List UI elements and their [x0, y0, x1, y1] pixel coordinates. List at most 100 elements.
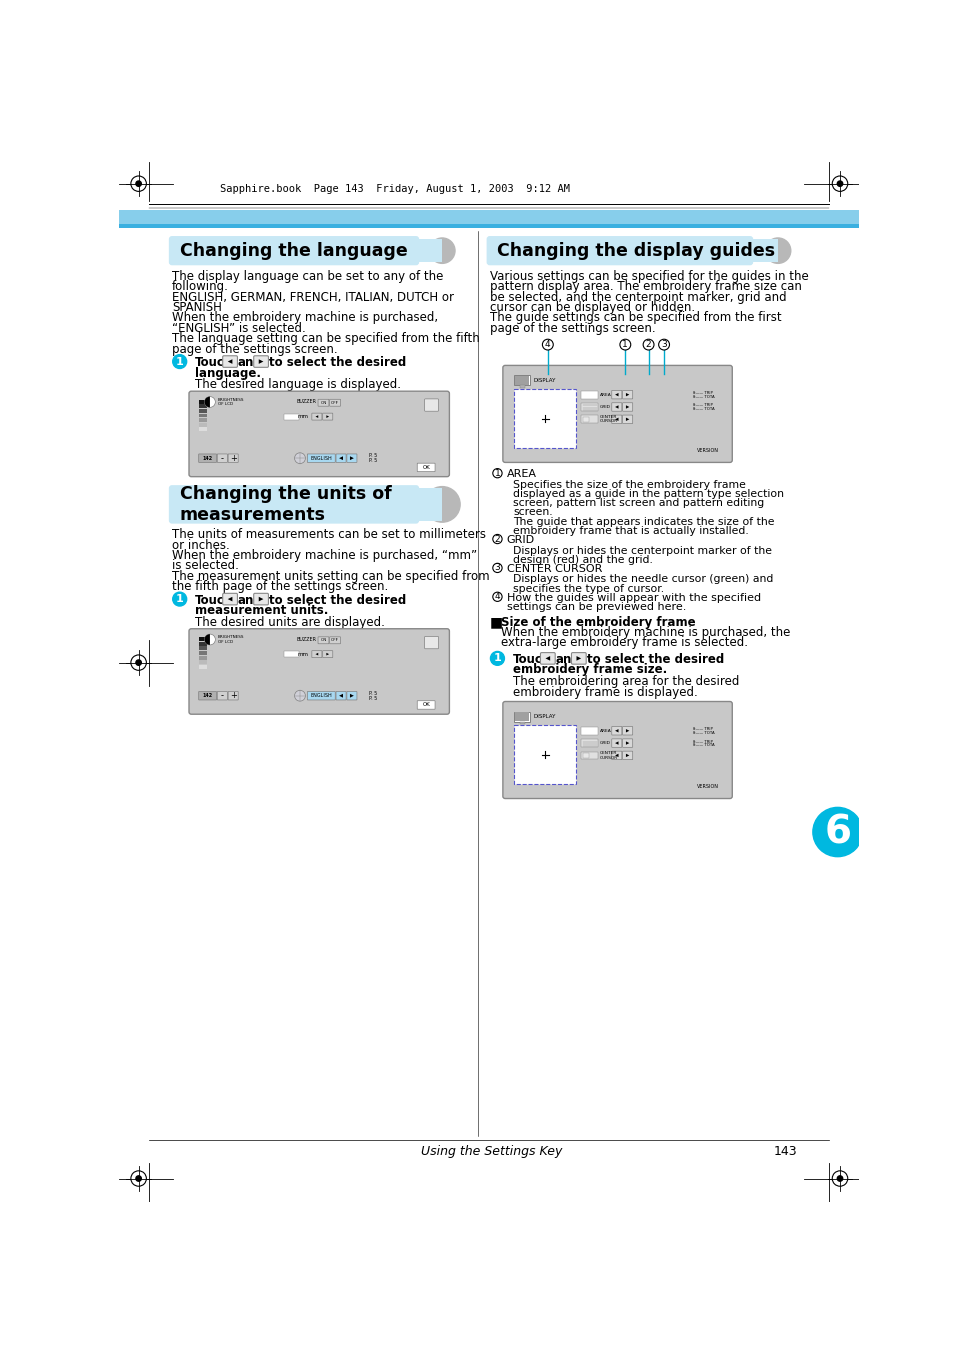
FancyBboxPatch shape — [312, 651, 321, 658]
FancyBboxPatch shape — [335, 454, 346, 462]
Circle shape — [131, 176, 146, 192]
Polygon shape — [350, 457, 354, 461]
Text: ON: ON — [320, 638, 326, 642]
FancyBboxPatch shape — [347, 454, 356, 462]
FancyBboxPatch shape — [198, 454, 216, 462]
FancyBboxPatch shape — [330, 400, 340, 407]
Polygon shape — [615, 730, 618, 732]
Text: DISPLAY: DISPLAY — [533, 715, 555, 719]
Bar — [199, 423, 207, 427]
Text: CENTER
CURSOR: CENTER CURSOR — [599, 415, 618, 423]
Text: 3: 3 — [660, 340, 666, 349]
Text: ■: ■ — [489, 616, 502, 630]
Bar — [582, 417, 588, 422]
Bar — [580, 403, 598, 411]
FancyBboxPatch shape — [189, 628, 449, 715]
Polygon shape — [545, 657, 550, 661]
Circle shape — [135, 181, 141, 186]
Bar — [515, 712, 529, 720]
Text: BUZZER: BUZZER — [296, 638, 316, 642]
Text: 143: 143 — [773, 1146, 797, 1158]
Text: to select the desired: to select the desired — [269, 357, 406, 369]
Circle shape — [831, 1171, 847, 1186]
FancyBboxPatch shape — [307, 692, 335, 700]
FancyBboxPatch shape — [312, 413, 321, 420]
Bar — [119, 209, 858, 224]
FancyBboxPatch shape — [611, 751, 621, 759]
Text: settings can be previewed here.: settings can be previewed here. — [506, 603, 685, 612]
Bar — [398, 239, 442, 262]
Circle shape — [135, 1175, 141, 1181]
Text: 142: 142 — [202, 455, 213, 461]
Text: Using the Settings Key: Using the Settings Key — [420, 1146, 561, 1158]
Text: Displays or hides the needle cursor (green) and: Displays or hides the needle cursor (gre… — [513, 574, 773, 585]
Polygon shape — [625, 393, 629, 396]
Bar — [199, 638, 207, 642]
Text: CENTER
CURSOR: CENTER CURSOR — [599, 751, 618, 759]
Text: δ—— TRIP: δ—— TRIP — [692, 392, 712, 394]
Text: screen.: screen. — [513, 508, 552, 517]
Text: pattern display area. The embroidery frame size can: pattern display area. The embroidery fra… — [489, 280, 801, 293]
Text: the fifth page of the settings screen.: the fifth page of the settings screen. — [172, 580, 388, 593]
Text: following.: following. — [172, 280, 229, 293]
Text: δ—— TRIP: δ—— TRIP — [692, 727, 712, 731]
Polygon shape — [258, 597, 263, 601]
Bar — [199, 400, 207, 404]
Text: When the embroidery machine is purchased, “mm”: When the embroidery machine is purchased… — [172, 549, 476, 562]
Circle shape — [837, 1175, 841, 1181]
Text: language.: language. — [195, 366, 261, 380]
Text: 1: 1 — [175, 357, 183, 366]
Text: VERSION: VERSION — [697, 784, 719, 789]
Text: design (red) and the grid.: design (red) and the grid. — [513, 555, 652, 565]
Bar — [514, 712, 530, 721]
Text: or inches.: or inches. — [172, 539, 230, 551]
FancyBboxPatch shape — [416, 463, 435, 471]
Text: δ—— TOTA: δ—— TOTA — [692, 731, 714, 735]
Bar — [199, 646, 207, 650]
Bar — [582, 753, 588, 758]
Polygon shape — [625, 730, 629, 732]
Wedge shape — [204, 634, 210, 644]
Text: displayed as a guide in the pattern type selection: displayed as a guide in the pattern type… — [513, 489, 783, 499]
Circle shape — [204, 397, 215, 408]
Polygon shape — [615, 417, 618, 422]
FancyBboxPatch shape — [217, 692, 227, 700]
FancyBboxPatch shape — [169, 485, 418, 524]
Polygon shape — [258, 359, 263, 363]
FancyBboxPatch shape — [189, 392, 449, 477]
FancyBboxPatch shape — [611, 403, 621, 411]
Text: OFF: OFF — [331, 401, 338, 405]
Bar — [119, 224, 858, 227]
FancyBboxPatch shape — [502, 701, 732, 798]
Circle shape — [493, 563, 501, 573]
Bar — [731, 239, 778, 262]
Text: Touch: Touch — [513, 653, 551, 666]
Text: 3: 3 — [494, 563, 499, 573]
Text: to select the desired: to select the desired — [586, 653, 723, 666]
Text: embroidery frame is displayed.: embroidery frame is displayed. — [513, 686, 697, 698]
FancyBboxPatch shape — [317, 636, 329, 644]
Bar — [519, 721, 524, 724]
Text: Various settings can be specified for the guides in the: Various settings can be specified for th… — [489, 270, 807, 282]
Text: AREA: AREA — [506, 469, 537, 480]
Text: page of the settings screen.: page of the settings screen. — [172, 343, 337, 355]
Bar — [199, 427, 207, 431]
Text: “ENGLISH” is selected.: “ENGLISH” is selected. — [172, 322, 305, 335]
Text: 1: 1 — [175, 594, 183, 604]
Text: and: and — [237, 357, 262, 369]
Text: Changing the display guides: Changing the display guides — [497, 242, 775, 259]
Bar — [580, 416, 598, 423]
Text: page of the settings screen.: page of the settings screen. — [489, 322, 655, 335]
FancyBboxPatch shape — [611, 415, 621, 423]
Text: 4: 4 — [544, 340, 550, 349]
Text: screen, pattern list screen and pattern editing: screen, pattern list screen and pattern … — [513, 499, 763, 508]
Text: mm: mm — [297, 415, 308, 419]
Text: to select the desired: to select the desired — [269, 593, 406, 607]
Text: GRID: GRID — [506, 535, 535, 546]
Bar — [199, 665, 207, 669]
FancyBboxPatch shape — [424, 636, 438, 648]
FancyBboxPatch shape — [622, 415, 632, 423]
FancyBboxPatch shape — [228, 454, 238, 462]
Circle shape — [490, 651, 504, 665]
Text: ENGLISH: ENGLISH — [310, 455, 332, 461]
